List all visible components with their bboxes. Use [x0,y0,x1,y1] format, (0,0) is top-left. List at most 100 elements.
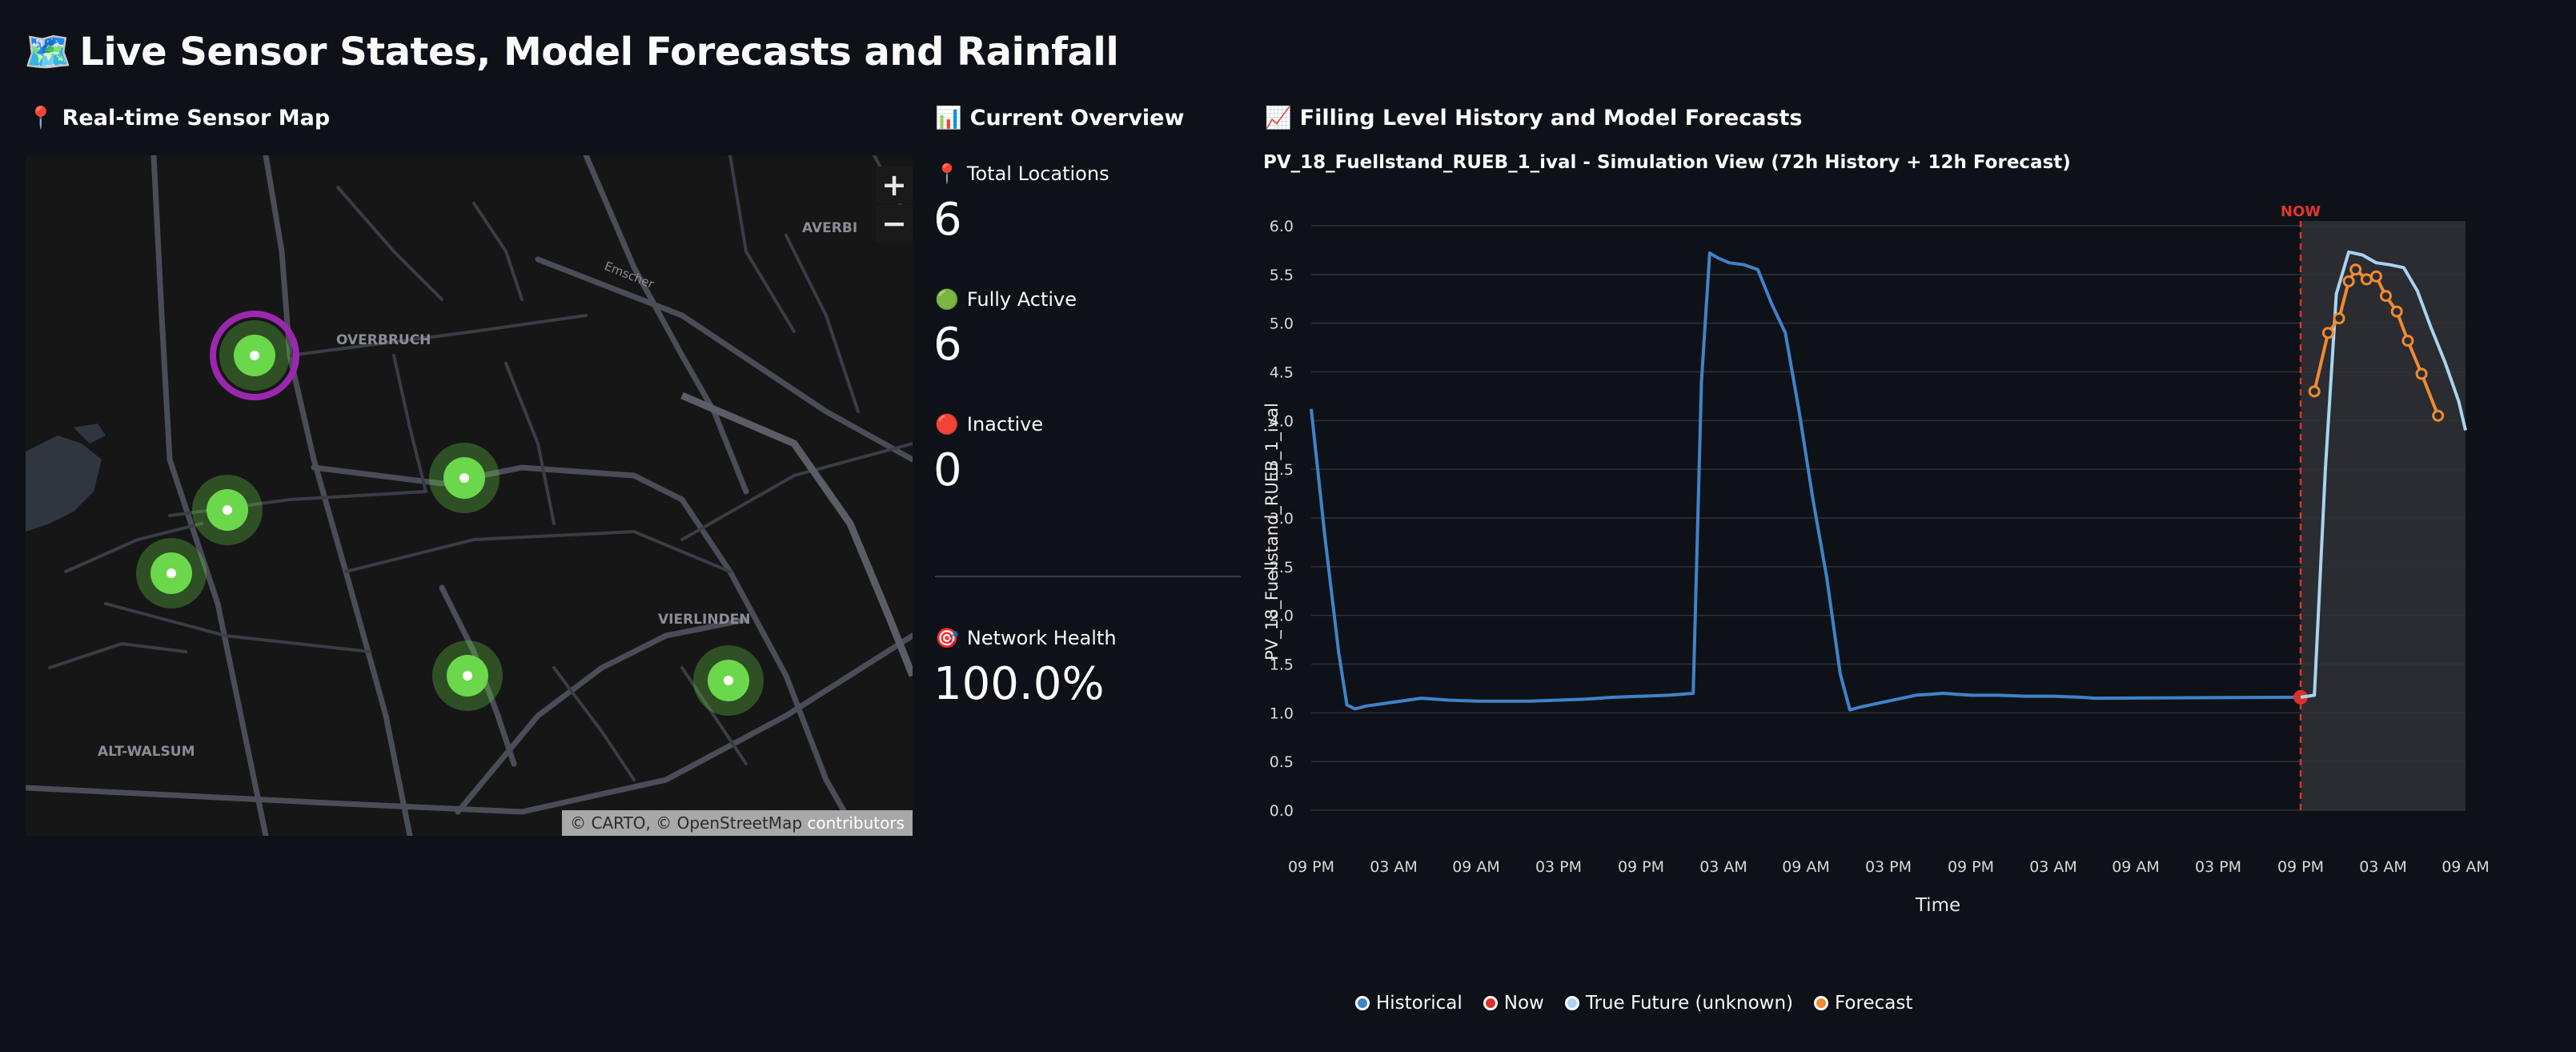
railway-line [680,391,913,677]
legend-true-future-swatch [1564,996,1579,1010]
y-tick-label: 0.0 [1270,802,1294,820]
series-line-true-future-unknown[interactable] [2300,250,2467,699]
bar-chart-icon: 📊 [935,106,962,130]
overview-title: 📊 Current Overview [935,106,1185,130]
x-axis-title: Time [1915,895,1960,916]
metric-label-active: 🟢 Fully Active [935,288,1077,311]
lake-shape [26,436,102,532]
metric-label-total: 📍 Total Locations [935,163,1109,185]
now-label: NOW [2281,203,2321,220]
map-canvas[interactable]: OVERBRUCH VIERLINDEN ALT-WALSUM AVERBI E… [26,155,913,836]
red-circle-icon: 🔴 [935,413,959,436]
x-tick-label: 03 AM [2359,858,2407,876]
chart-title: PV_18_Fuellstand_RUEB_1_ival - Simulatio… [1263,152,2071,173]
y-tick-label: 1.0 [1270,705,1294,722]
y-tick-label: 2.0 [1270,608,1294,625]
series-line-historical[interactable] [1310,251,2301,712]
map-section-title: 📍 Real-time Sensor Map [27,106,331,130]
forecast-point[interactable] [2432,409,2445,422]
legend-item-true-future[interactable]: True Future (unknown) [1564,993,1793,1014]
x-tick-label: 03 PM [1865,858,1912,876]
x-tick-label: 09 AM [1452,858,1500,876]
x-tick-label: 09 PM [2277,858,2324,876]
sensor-marker[interactable] [136,538,207,608]
pin-icon: 📍 [935,163,959,185]
x-tick-label: 03 AM [1370,858,1418,876]
lake-shape-small [74,424,106,444]
forecast-point[interactable] [2369,270,2382,283]
forecast-point[interactable] [2349,263,2362,276]
x-tick-label: 03 PM [1535,858,1582,876]
map-label-overbruch: OVERBRUCH [336,332,431,348]
forecast-point[interactable] [2333,312,2345,325]
forecast-point[interactable] [2401,335,2414,347]
metric-value-health: 100.0% [933,658,1105,710]
green-circle-icon: 🟢 [935,288,959,311]
x-tick-label: 09 PM [1288,858,1334,876]
x-tick-label: 09 AM [2112,858,2160,876]
legend-item-now[interactable]: Now [1483,993,1544,1014]
zoom-in-button[interactable]: + [876,167,913,203]
map-icon: 🗺️ [24,30,72,74]
y-axis-title: PV_18_Fuellstand_RUEB_1_ival [1262,403,1282,661]
metric-value-inactive: 0 [933,444,962,496]
metric-label-inactive: 🔴 Inactive [935,413,1044,436]
y-tick-label: 5.5 [1270,267,1294,284]
zoom-out-button[interactable]: − [876,205,913,242]
y-tick-label: 6.0 [1270,218,1294,235]
forecast-point[interactable] [2360,273,2373,286]
x-tick-label: 09 PM [1618,858,1664,876]
forecast-point[interactable] [2321,327,2334,339]
sensor-map[interactable]: OVERBRUCH VIERLINDEN ALT-WALSUM AVERBI E… [26,155,913,836]
legend-forecast-swatch [1814,996,1829,1010]
y-tick-label: 2.5 [1270,559,1294,576]
map-label-vierlinden: VIERLINDEN [658,612,751,628]
legend-now-swatch [1483,996,1498,1010]
map-label-alt-walsum: ALT-WALSUM [98,744,195,760]
metric-value-active: 6 [933,319,962,371]
y-tick-label: 0.5 [1270,753,1294,771]
sensor-marker[interactable] [192,475,263,545]
y-tick-label: 3.5 [1270,461,1294,479]
overview-divider [935,576,1241,577]
forecast-title: 📈 Filling Level History and Model Forecas… [1265,106,1803,130]
forecast-region [2301,221,2466,810]
map-attribution: © CARTO, © OpenStreetMap contributors [562,810,913,836]
pin-icon: 📍 [27,106,54,130]
legend-item-forecast[interactable]: Forecast [1814,993,1912,1014]
metric-value-total: 6 [933,194,962,246]
y-tick-label: 3.0 [1270,510,1294,528]
sensor-marker[interactable] [693,645,764,716]
forecast-point[interactable] [2379,290,2392,303]
legend-item-historical[interactable]: Historical [1355,993,1463,1014]
target-icon: 🎯 [935,627,959,649]
forecast-point[interactable] [2415,367,2428,380]
sensor-marker[interactable] [210,311,299,400]
x-tick-label: 09 AM [2442,858,2490,876]
attribution-link[interactable]: contributors [807,813,905,833]
y-tick-label: 1.5 [1270,656,1294,674]
x-tick-label: 03 PM [2195,858,2241,876]
y-axis: 0.0 0.5 1.0 1.5 2.0 2.5 3.0 3.5 4.0 4.5 5.0 5.5 6.0 [1270,218,1294,820]
forecast-point[interactable] [2390,305,2403,318]
y-tick-label: 5.0 [1270,315,1294,333]
sensor-marker[interactable] [432,640,503,711]
x-tick-label: 09 AM [1782,858,1830,876]
x-tick-label: 09 PM [1948,858,1994,876]
x-tick-label: 03 AM [2029,858,2077,876]
legend-historical-swatch [1355,996,1370,1010]
page-title: 🗺️ Live Sensor States, Model Forecasts an… [24,30,1119,74]
chart-grid [1311,225,2466,811]
forecast-point[interactable] [2342,275,2355,287]
chart-legend: Historical Now True Future (unknown) For… [1355,993,1912,1014]
metric-label-health: 🎯 Network Health [935,627,1117,649]
sensor-marker[interactable] [429,443,500,513]
map-label-averbi: AVERBI [802,220,857,236]
x-tick-label: 03 AM [1699,858,1747,876]
forecast-point[interactable] [2308,385,2321,398]
forecast-chart[interactable]: 0.00.51.01.52.02.53.03.54.04.55.05.56.0 … [1249,192,2576,929]
y-tick-label: 4.0 [1270,412,1294,430]
line-chart-icon: 📈 [1265,106,1292,130]
y-tick-label: 4.5 [1270,364,1294,382]
chart-series [1310,250,2467,712]
